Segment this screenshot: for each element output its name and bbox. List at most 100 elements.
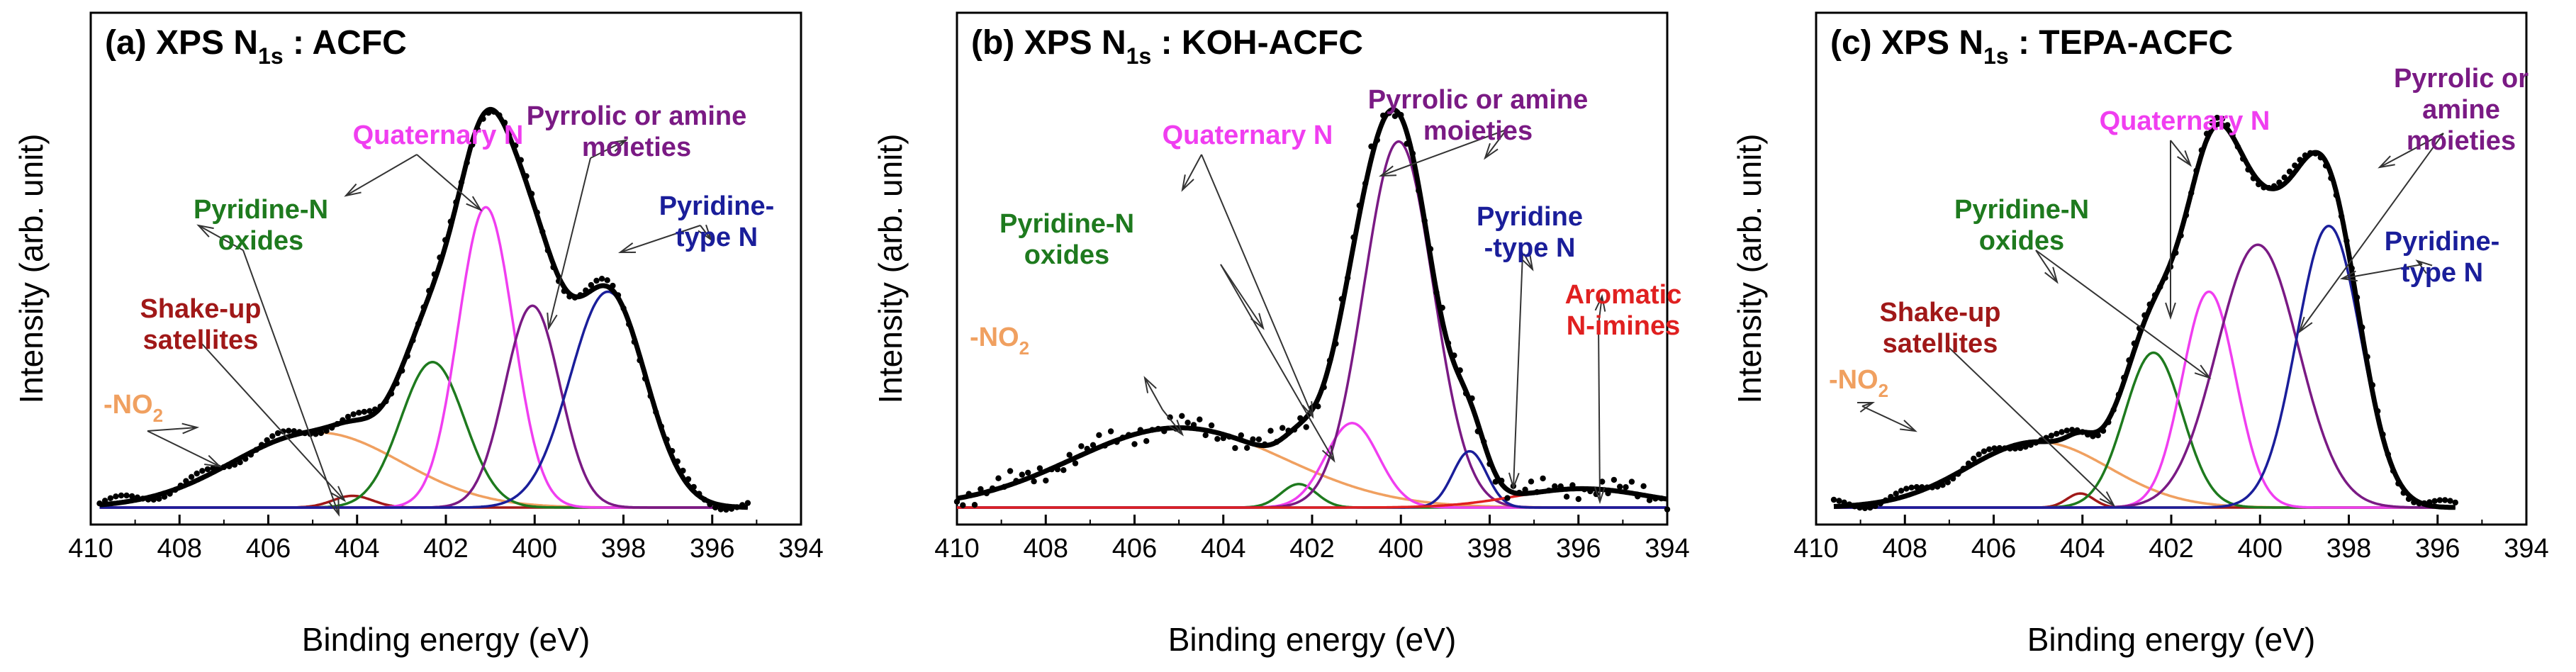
data-point: [2048, 432, 2055, 439]
data-point: [161, 493, 168, 500]
data-point: [1102, 442, 1108, 449]
arrow-head: [1484, 142, 1499, 160]
data-point: [1587, 488, 1594, 495]
data-point: [1575, 495, 1581, 503]
data-point: [1836, 498, 1842, 504]
data-point: [566, 293, 573, 300]
data-point: [1439, 304, 1445, 311]
data-point: [2234, 143, 2241, 150]
data-point: [620, 305, 627, 312]
data-point: [1362, 180, 1369, 187]
arrow-line: [2379, 133, 2444, 168]
data-point: [1939, 482, 1946, 488]
data-point: [340, 417, 346, 423]
arrow-head: [1250, 313, 1265, 330]
data-point: [296, 429, 303, 435]
label-line: Shake-up: [1879, 298, 2000, 327]
annotation-arrows: [1143, 129, 1606, 505]
data-point: [1179, 413, 1185, 419]
data-point: [329, 425, 335, 431]
data-point: [242, 456, 249, 462]
arrow-head: [466, 196, 483, 212]
data-point: [1857, 505, 1863, 511]
arrow-head: [1508, 472, 1520, 491]
data-point: [431, 271, 438, 278]
data-point: [388, 391, 395, 397]
data-point: [1043, 477, 1049, 484]
data-point: [690, 483, 697, 491]
data-point: [2431, 498, 2438, 504]
data-point: [1185, 420, 1191, 426]
data-point: [1250, 436, 1256, 442]
peak-label-1: Pyrrolic or amine moieties: [1368, 85, 1588, 146]
panel-title: (c) XPS N1s : TEPA-ACFC: [1830, 24, 2233, 69]
data-point: [577, 292, 583, 298]
experimental-points: [96, 108, 751, 513]
data-point: [2281, 174, 2287, 181]
data-point: [1019, 471, 1026, 478]
data-point: [2302, 152, 2309, 159]
arrow-line: [1380, 129, 1507, 177]
data-point: [1534, 489, 1540, 495]
data-point: [1486, 461, 1493, 467]
label-line: Pyridine-: [2385, 227, 2500, 257]
data-point: [1107, 428, 1114, 435]
data-point: [194, 470, 200, 477]
data-point: [2276, 179, 2283, 186]
data-point: [1528, 478, 1535, 485]
data-point: [1504, 495, 1511, 501]
data-point: [496, 112, 503, 118]
arrow-head: [1857, 401, 1876, 413]
data-point: [2364, 354, 2370, 360]
arrow-head: [1594, 486, 1606, 505]
data-point: [1279, 425, 1286, 431]
data-point: [1114, 439, 1120, 445]
label-line: oxides: [218, 226, 303, 256]
arrow-line: [1947, 345, 2115, 506]
data-point: [2390, 468, 2397, 474]
arrow-line: [242, 250, 340, 515]
x-tick-label: 408: [1024, 534, 1068, 564]
data-point: [2027, 442, 2034, 448]
data-point: [1131, 441, 1138, 447]
arrow-line: [1513, 253, 1523, 488]
data-point: [2338, 213, 2345, 220]
arrow-line: [147, 430, 220, 467]
data-point: [1545, 487, 1552, 494]
data-point: [1944, 479, 1951, 486]
data-point: [1830, 496, 1837, 503]
label-line: moieties: [582, 133, 691, 162]
data-point: [1640, 483, 1647, 489]
x-tick-label: 406: [1112, 534, 1157, 564]
data-point: [1054, 466, 1061, 473]
data-point: [356, 410, 362, 416]
panel-title: (b) XPS N1s : KOH-ACFC: [971, 24, 1363, 69]
data-point: [237, 459, 243, 466]
data-point: [1262, 441, 1268, 447]
data-point: [1326, 357, 1333, 364]
peak-label-3: Pyridine-type N: [2385, 227, 2500, 288]
data-point: [2328, 175, 2334, 181]
arrow-head: [1379, 165, 1397, 177]
data-point: [199, 468, 206, 474]
y-axis-label: Intensity (arb. unit): [872, 134, 909, 404]
data-point: [140, 495, 146, 502]
data-point: [1338, 296, 1345, 302]
label-line: type N: [676, 223, 758, 252]
data-point: [2297, 157, 2303, 163]
data-point: [2068, 427, 2076, 433]
peak-label-2: Pyridine-N oxides: [194, 195, 328, 256]
data-point: [685, 476, 692, 483]
label-line: Shake-up: [140, 294, 261, 324]
data-point: [2157, 284, 2163, 290]
data-point: [2359, 324, 2365, 330]
fit-envelope: [1833, 121, 2455, 510]
arrow-head: [2044, 267, 2059, 284]
data-point: [1652, 495, 1659, 502]
data-point: [2074, 427, 2081, 434]
data-point: [2245, 167, 2251, 173]
data-point: [1991, 445, 1998, 452]
data-point: [1846, 501, 1853, 508]
data-point: [739, 502, 746, 508]
